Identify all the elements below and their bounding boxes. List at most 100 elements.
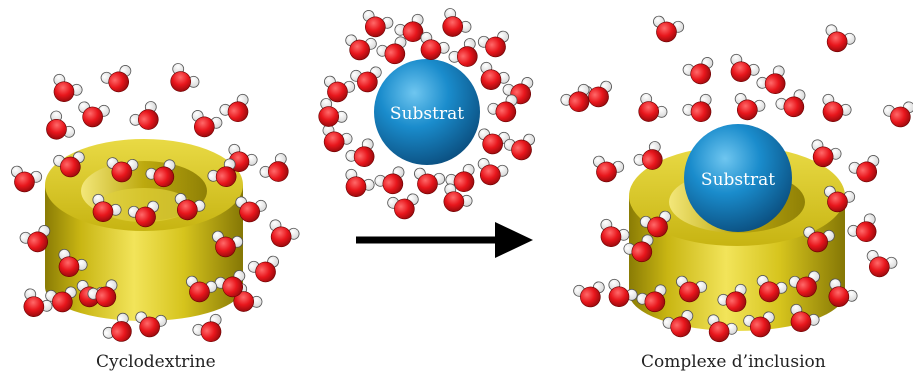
water-molecule [866,250,898,278]
water-molecule [717,283,747,313]
oxygen-atom [608,286,630,308]
water-molecule [756,65,786,94]
oxygen-atom [227,101,249,123]
oxygen-atom [690,63,711,85]
oxygen-atom [485,36,506,58]
oxygen-atom [189,281,210,303]
water-molecule [682,57,714,85]
water-molecule [10,165,43,193]
oxygen-atom [708,321,730,343]
water-molecule [23,288,53,317]
water-molecule [46,110,75,140]
water-molecule [623,234,654,263]
water-molecule [233,283,263,312]
oxygen-atom [679,281,700,303]
water-molecule [420,31,450,61]
water-molecule [191,110,223,138]
water-molecule [170,63,200,92]
water-molecule [247,255,280,283]
water-molecule [92,193,122,223]
water-molecule [811,139,842,168]
oxygen-atom [239,201,260,223]
oxygen-atom [177,199,198,221]
oxygen-atom [690,101,712,123]
oxygen-atom [200,321,222,343]
water-molecule [848,155,880,183]
water-molecule [185,275,218,303]
oxygen-atom [596,161,617,183]
water-molecule [734,93,766,121]
oxygen-atom [856,161,877,183]
oxygen-atom [353,146,375,167]
water-molecule [600,218,630,248]
water-molecule [211,230,244,258]
oxygen-atom [790,311,812,333]
oxygen-atom [480,69,502,91]
water-molecule [362,10,394,38]
water-molecule [235,196,267,223]
oxygen-atom [890,106,911,128]
cyclodextrin-caption: Cyclodextrine [96,352,216,372]
water-molecule [207,158,237,187]
water-molecule [53,73,83,103]
water-molecule [788,270,821,298]
water-molecule [350,66,382,93]
water-molecule [477,30,510,58]
oxygen-atom [495,101,517,123]
oxygen-atom [394,198,415,220]
water-molecule [503,133,536,161]
substrate-sphere-complex: Substrat [684,124,792,232]
water-molecule [573,281,605,308]
oxygen-atom [827,191,848,213]
substrate-label-complex: Substrat [701,170,775,190]
oxygen-atom [480,164,501,186]
water-molecule [78,101,110,128]
oxygen-atom [82,106,103,128]
oxygen-atom [14,171,35,193]
oxygen-atom [27,231,48,253]
oxygen-atom [267,161,289,182]
water-molecule [487,94,518,123]
oxygen-atom [270,226,292,248]
oxygen-atom [95,286,117,308]
oxygen-atom [764,73,786,94]
arrow-right-icon [356,222,533,258]
oxygen-atom [730,61,752,83]
oxygen-atom [349,39,370,61]
water-molecule [822,93,852,123]
water-molecule [376,36,407,65]
water-molecule [638,93,668,122]
water-molecule [174,193,206,221]
oxygen-atom [631,241,653,263]
oxygen-atom [323,131,345,153]
water-molecule [374,166,405,195]
oxygen-atom [92,201,114,223]
water-molecule [756,275,788,303]
oxygen-atom [656,21,677,43]
oxygen-atom [194,116,215,138]
oxygen-atom [52,291,73,313]
water-molecule [322,124,353,153]
oxygen-atom [828,286,850,307]
water-molecule [45,286,77,313]
oxygen-atom [215,166,237,187]
water-molecule [106,157,139,183]
water-molecule [477,158,509,186]
water-molecule [127,200,160,228]
oxygen-atom [53,81,75,103]
water-molecule [345,34,377,61]
water-molecule [443,183,473,212]
water-molecule [269,219,300,248]
oxygen-atom [135,206,156,228]
oxygen-atom [511,139,532,161]
water-molecule [662,310,694,338]
water-molecule [636,284,667,313]
water-molecule [394,13,424,43]
water-molecule [87,279,118,308]
oxygen-atom [580,286,601,308]
water-molecule [743,311,775,338]
oxygen-atom [111,161,133,183]
oxygen-atom [327,81,348,103]
water-molecule [323,75,356,103]
